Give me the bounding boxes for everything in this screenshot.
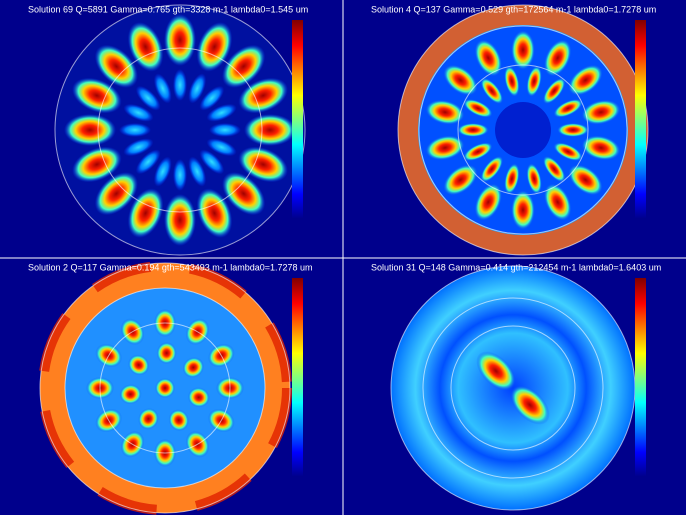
field-lobe: [188, 73, 207, 104]
field-lobe: [127, 22, 164, 72]
field-lobe: [511, 190, 535, 230]
panel-title: Solution 4 Q=137 Gamma=0.529 gth=172564 …: [371, 4, 656, 14]
field-lobe: [173, 69, 187, 101]
boundary: [97, 47, 263, 213]
field-lobe: [206, 103, 237, 122]
field-lobe: [474, 39, 503, 77]
field-lobe: [238, 146, 288, 183]
field-lobe: [557, 123, 589, 137]
field-lobe: [206, 138, 237, 157]
field-lobe: [135, 149, 161, 175]
field-lobe: [581, 135, 621, 161]
boundary: [64, 287, 266, 489]
field-lobe: [153, 156, 172, 187]
field-lobe: [119, 123, 151, 137]
field-lobe: [443, 164, 478, 196]
field-lobe: [72, 146, 122, 183]
field-lobe: [526, 65, 542, 97]
field-lobe: [128, 354, 150, 376]
field-lobe: [72, 77, 122, 114]
field-lobe: [135, 85, 161, 111]
field-lobe: [119, 384, 142, 405]
field-lobe: [457, 123, 489, 137]
field-lobe: [543, 39, 572, 77]
field-lobe: [526, 163, 542, 195]
boundary: [450, 325, 576, 451]
boundary: [422, 297, 604, 479]
field-lobe: [568, 64, 603, 96]
field-lobe: [199, 149, 225, 175]
field-lobe: [199, 85, 225, 111]
field-lobe: [568, 164, 603, 196]
field-lobe: [222, 44, 266, 88]
panel-title: Solution 31 Q=148 Gamma=0.414 gth=212454…: [371, 262, 661, 272]
field-lobe: [510, 385, 550, 425]
field-lobe: [425, 99, 465, 125]
field-lobe: [182, 357, 204, 378]
field-lobe: [138, 408, 159, 430]
field-lobe: [173, 159, 187, 191]
field-lobe: [480, 155, 504, 183]
field-lobe: [153, 73, 172, 104]
colorbar: [635, 20, 646, 218]
field-lobe: [238, 77, 288, 114]
colorbar: [292, 278, 303, 476]
field-lobe: [425, 135, 465, 161]
field-lobe: [511, 30, 535, 70]
field-lobe: [156, 342, 177, 365]
field-lobe: [581, 99, 621, 125]
field-lobe: [123, 138, 154, 157]
panel-title: Solution 2 Q=117 Gamma=0.194 gth=543493 …: [28, 262, 313, 272]
field-lobe: [504, 163, 520, 195]
boundary: [397, 4, 649, 256]
field-lobe: [504, 65, 520, 97]
boundary: [39, 262, 291, 514]
field-lobe: [463, 98, 493, 118]
field-lobe: [553, 98, 583, 118]
field-lobe: [188, 156, 207, 187]
colorbar: [635, 278, 646, 476]
center-lobe: [155, 378, 175, 398]
field-lobe: [64, 114, 116, 146]
field-lobe: [244, 114, 296, 146]
field-lobe: [209, 123, 241, 137]
annulus: [38, 261, 292, 515]
field-lobe: [443, 64, 478, 96]
field-lobe: [94, 172, 138, 216]
field-lobe: [127, 188, 164, 238]
field-lobe: [196, 188, 233, 238]
boundary: [54, 4, 306, 256]
field-lobe: [542, 77, 566, 105]
disk: [391, 266, 635, 510]
panel-title: Solution 69 Q=5891 Gamma=0.765 gth=3328 …: [28, 4, 308, 14]
field-lobe: [476, 351, 516, 391]
field-lobe: [196, 22, 233, 72]
field-lobe: [553, 142, 583, 162]
field-lobe: [164, 194, 196, 246]
field-lobe: [542, 155, 566, 183]
field-lobe: [94, 44, 138, 88]
boundary: [418, 25, 628, 235]
field-lobe: [187, 387, 210, 408]
field-lobe: [463, 142, 493, 162]
field-lobe: [123, 103, 154, 122]
field-lobe: [474, 183, 503, 221]
boundary: [99, 322, 231, 454]
field-lobe: [168, 409, 189, 432]
field-lobe: [222, 172, 266, 216]
field-lobe: [543, 183, 572, 221]
field-lobe: [480, 77, 504, 105]
core: [495, 102, 551, 158]
colorbar: [292, 20, 303, 218]
boundary: [457, 64, 589, 196]
field-lobe: [164, 14, 196, 66]
